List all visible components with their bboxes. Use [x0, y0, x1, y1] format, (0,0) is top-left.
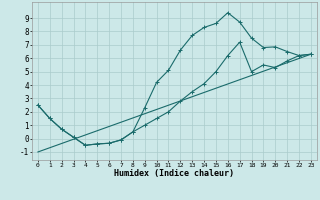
X-axis label: Humidex (Indice chaleur): Humidex (Indice chaleur) — [115, 169, 234, 178]
